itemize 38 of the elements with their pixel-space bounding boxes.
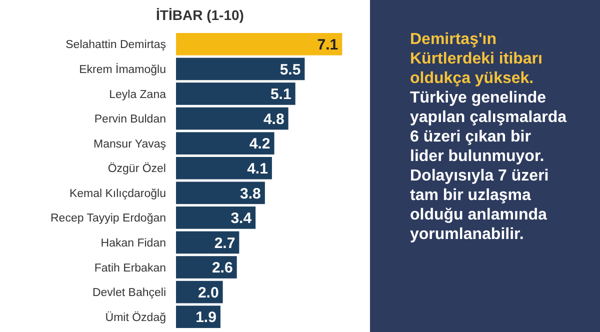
bar [176, 107, 288, 130]
data-label: 3.8 [240, 185, 261, 202]
y-tick-label: Pervin Buldan [94, 114, 166, 126]
data-label: 7.1 [317, 36, 338, 54]
bar [176, 182, 265, 204]
y-tick-label: Recep Tayyip Erdoğan [50, 212, 166, 225]
bar [176, 256, 237, 278]
y-tick-label: Devlet Bahçeli [92, 287, 166, 300]
text: Türkiye genelinde yapılan çalışmalarda 6 üzeri çıkan bir lider bulunmuyor. Dolayısıyla 7 üzeri tam bir uzlaşma olduğu anlamında yorumlanabilir. [410, 90, 567, 243]
data-label: 5.5 [280, 61, 301, 78]
y-tick-label: Ekrem İmamoğlu [79, 62, 166, 76]
bar [176, 33, 342, 56]
y-tick-label: Özgür Özel [108, 162, 166, 176]
y-tick-label: Mansur Yavaş [94, 138, 166, 150]
text: Demirtaş'ın Kürtlerdeki itibarı oldukça yüksek. [410, 31, 542, 87]
bar [176, 58, 305, 80]
bar [176, 156, 272, 180]
data-label: 4.8 [263, 110, 284, 128]
bar [176, 82, 296, 105]
y-tick-label: Kemal Kılıçdaroğlu [69, 188, 166, 200]
chart-title: İTİBAR (1-10) [156, 7, 244, 23]
data-label: 2.0 [198, 284, 219, 302]
y-tick-label: Leyla Zana [109, 88, 167, 101]
bar [176, 231, 240, 254]
data-label: 2.7 [214, 234, 236, 252]
y-tick-label: Selahattin Demirtaş [66, 39, 166, 52]
data-label: 4.2 [249, 136, 270, 153]
data-label: 1.9 [196, 309, 216, 326]
data-label: 5.1 [270, 86, 292, 104]
y-tick-label: Hakan Fidan [100, 238, 166, 250]
data-label: 2.6 [212, 260, 233, 277]
data-label: 4.1 [247, 160, 268, 178]
bar [176, 132, 274, 154]
y-tick-label: Fatih Erbakan [94, 262, 166, 274]
bar [176, 206, 256, 229]
y-tick-label: Ümit Özdağ [105, 310, 166, 324]
bar [176, 306, 220, 328]
data-label: 3.4 [230, 210, 252, 228]
